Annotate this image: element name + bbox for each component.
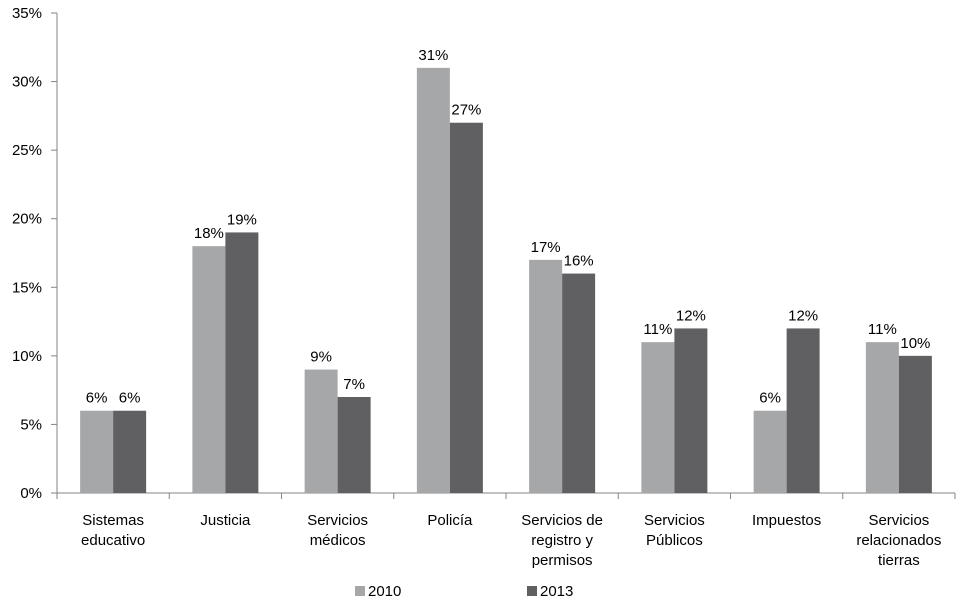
data-label-2010: 6% xyxy=(86,390,108,407)
axes: 0% 5% 10% 15% 20% 25% 30% 35% Sistemas educativo J… xyxy=(12,5,956,569)
legend-label-2010: 2010 xyxy=(368,583,401,600)
bar-2010 xyxy=(192,246,226,493)
bar-2010 xyxy=(80,410,114,493)
data-label-2013: 7% xyxy=(343,376,365,393)
bar-2013 xyxy=(337,397,371,493)
data-label-2013: 16% xyxy=(564,253,594,270)
x-tick-label: Justicia xyxy=(200,512,251,529)
data-label-2010: 11% xyxy=(643,321,672,338)
x-tick-label: Impuestos xyxy=(752,512,821,529)
bar-2013 xyxy=(898,355,932,493)
data-label-2010: 17% xyxy=(531,239,561,256)
x-tick-label: Sistemas educativo xyxy=(81,512,145,549)
data-label-2010: 6% xyxy=(759,390,781,407)
data-label-2010: 31% xyxy=(418,47,448,64)
data-label-2010: 18% xyxy=(194,225,224,242)
x-tick-label: Servicios Públicos xyxy=(644,512,705,549)
data-label-2013: 12% xyxy=(676,307,706,324)
bar-2010 xyxy=(641,342,675,493)
bar-2013 xyxy=(113,410,147,493)
data-label-2013: 12% xyxy=(788,307,818,324)
data-label-2010: 9% xyxy=(310,349,332,366)
bar-2013 xyxy=(562,273,596,493)
bars xyxy=(80,67,932,493)
y-tick-label: 20% xyxy=(12,211,42,228)
y-tick-label: 35% xyxy=(12,5,42,22)
bar-2010 xyxy=(753,410,787,493)
x-tick-label: Servicios relacionados tierras xyxy=(856,512,941,569)
data-label-2010: 11% xyxy=(868,321,897,338)
data-label-2013: 10% xyxy=(900,335,930,352)
bar-2010 xyxy=(529,259,563,493)
y-tick-label: 25% xyxy=(12,142,42,159)
bar-2013 xyxy=(674,328,708,493)
y-tick-label: 30% xyxy=(12,74,42,91)
bar-2010 xyxy=(865,342,899,493)
bar-2013 xyxy=(786,328,820,493)
legend-swatch-2013 xyxy=(527,586,537,596)
bar-2010 xyxy=(304,369,338,493)
bar-2013 xyxy=(449,122,483,493)
data-label-2013: 6% xyxy=(119,390,141,407)
x-tick-label: Policía xyxy=(427,512,473,529)
legend-label-2013: 2013 xyxy=(540,583,573,600)
legend: 2010 2013 xyxy=(355,583,573,600)
data-labels: 6% 18% 9% 31% 17% 11% 6% 11% 6% 19% 7% 27% 16% 12% 12%… xyxy=(86,47,931,407)
x-tick-label: Servicios médicos xyxy=(307,512,368,549)
data-label-2013: 27% xyxy=(451,102,481,119)
bar-2010 xyxy=(416,67,450,493)
y-tick-label: 15% xyxy=(12,279,42,296)
bar-2013 xyxy=(225,232,259,493)
y-tick-label: 5% xyxy=(20,416,42,433)
legend-swatch-2010 xyxy=(355,586,365,596)
data-label-2013: 19% xyxy=(227,211,257,228)
y-tick-label: 10% xyxy=(12,348,42,365)
y-tick-label: 0% xyxy=(20,485,42,502)
x-tick-label: Servicios de registro y permisos xyxy=(521,512,603,569)
